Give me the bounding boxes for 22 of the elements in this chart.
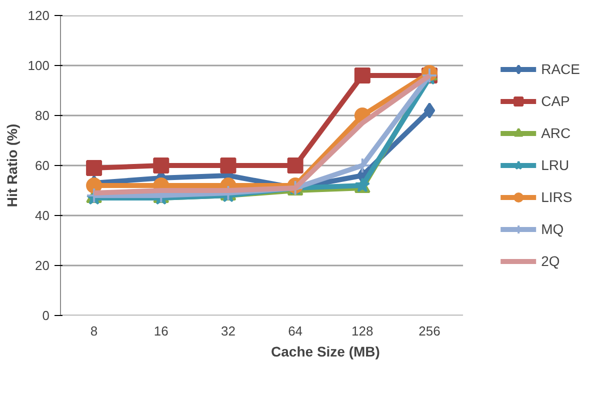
x-tick-label: 16 [154,324,168,338]
y-tick-label: 100 [28,58,50,73]
legend-label: LRU [541,157,570,173]
y-tick-label: 0 [42,308,50,323]
legend-label: CAP [541,93,570,109]
legend-label: RACE [541,61,580,77]
legend-label: LIRS [541,189,572,205]
x-tick-label: 256 [418,324,440,338]
y-tick-label: 60 [35,158,50,173]
y-axis-title: Hit Ratio (%) [4,124,20,208]
y-tick-label: 80 [35,108,50,123]
legend-label: MQ [541,221,564,237]
x-tick-label: 8 [90,324,98,338]
x-axis-title: Cache Size (MB) [271,344,380,360]
x-tick-label: 128 [352,324,374,338]
legend-label: ARC [541,125,571,141]
legend-label: 2Q [541,253,561,269]
y-tick-label: 120 [28,8,50,23]
y-tick-label: 20 [35,258,50,273]
x-tick-label: 32 [220,324,236,338]
y-tick-label: 40 [35,208,50,223]
x-tick-label: 64 [288,324,303,338]
